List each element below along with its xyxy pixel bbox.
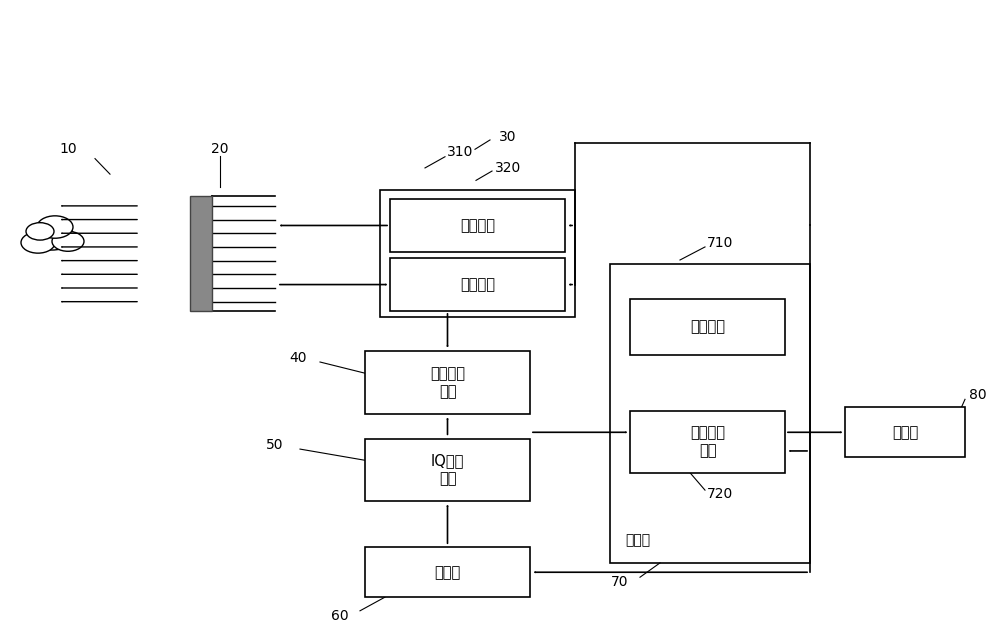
Circle shape bbox=[52, 231, 84, 251]
Text: 波束合成
模块: 波束合成 模块 bbox=[430, 366, 465, 399]
Text: 20: 20 bbox=[211, 142, 229, 156]
Text: 710: 710 bbox=[707, 236, 733, 249]
Text: IQ解调
模块: IQ解调 模块 bbox=[431, 453, 464, 486]
Text: 接收电路: 接收电路 bbox=[460, 277, 495, 292]
Bar bbox=[390, 258, 565, 311]
Text: 发射电路: 发射电路 bbox=[460, 218, 495, 233]
Bar bbox=[380, 190, 575, 317]
Text: 60: 60 bbox=[331, 609, 349, 622]
Bar bbox=[390, 199, 565, 252]
Circle shape bbox=[26, 223, 54, 240]
Text: 70: 70 bbox=[611, 575, 629, 588]
Circle shape bbox=[30, 223, 74, 250]
Bar bbox=[190, 196, 212, 311]
Bar bbox=[365, 547, 530, 597]
Text: 存储器: 存储器 bbox=[434, 565, 461, 580]
Text: 80: 80 bbox=[969, 388, 987, 402]
Bar bbox=[630, 411, 785, 473]
Bar bbox=[365, 439, 530, 501]
Text: 720: 720 bbox=[707, 488, 733, 501]
Text: 40: 40 bbox=[289, 351, 307, 364]
Text: 310: 310 bbox=[447, 146, 473, 159]
Circle shape bbox=[21, 232, 55, 253]
Circle shape bbox=[37, 216, 73, 238]
Text: 320: 320 bbox=[495, 161, 521, 175]
Bar bbox=[845, 407, 965, 457]
Text: 50: 50 bbox=[266, 438, 284, 452]
Text: 10: 10 bbox=[59, 142, 77, 156]
Bar bbox=[610, 264, 810, 563]
Bar bbox=[365, 351, 530, 414]
Text: 图像处理
模块: 图像处理 模块 bbox=[690, 425, 725, 458]
Text: 30: 30 bbox=[499, 130, 517, 144]
Text: 处理器: 处理器 bbox=[625, 533, 650, 547]
Text: 控制模块: 控制模块 bbox=[690, 319, 725, 334]
Bar bbox=[630, 299, 785, 355]
Text: 显示器: 显示器 bbox=[892, 425, 918, 440]
